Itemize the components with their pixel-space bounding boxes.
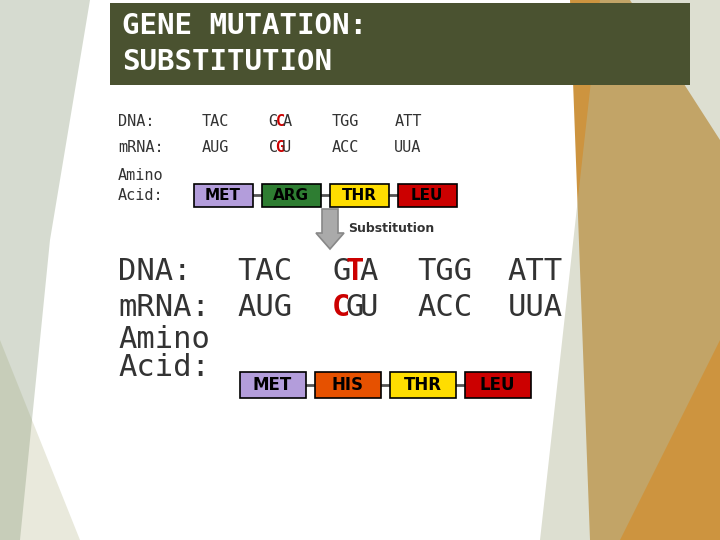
Text: THR: THR — [341, 187, 377, 202]
Polygon shape — [540, 0, 720, 540]
Text: HIS: HIS — [331, 376, 364, 394]
Text: LEU: LEU — [411, 187, 444, 202]
Text: AUG: AUG — [202, 139, 229, 154]
FancyBboxPatch shape — [330, 184, 389, 206]
FancyBboxPatch shape — [240, 372, 305, 398]
Text: ACC: ACC — [418, 294, 472, 322]
Text: MET: MET — [205, 187, 241, 202]
FancyBboxPatch shape — [390, 372, 456, 398]
Text: A: A — [282, 114, 292, 130]
FancyBboxPatch shape — [397, 184, 456, 206]
Text: C: C — [332, 294, 351, 322]
Text: Acid:: Acid: — [118, 187, 163, 202]
Text: G: G — [276, 139, 284, 154]
Text: UUA: UUA — [508, 294, 562, 322]
Text: TGG: TGG — [418, 258, 472, 287]
Text: LEU: LEU — [480, 376, 516, 394]
Polygon shape — [0, 340, 80, 540]
Text: C: C — [276, 114, 284, 130]
Text: THR: THR — [403, 376, 441, 394]
FancyBboxPatch shape — [464, 372, 531, 398]
Text: AUG: AUG — [238, 294, 292, 322]
Text: A: A — [359, 258, 378, 287]
Text: TAC: TAC — [238, 258, 292, 287]
FancyBboxPatch shape — [194, 184, 253, 206]
Polygon shape — [570, 0, 720, 540]
Text: G: G — [346, 294, 364, 322]
Polygon shape — [0, 0, 90, 540]
Text: ARG: ARG — [273, 187, 309, 202]
Text: Acid:: Acid: — [118, 354, 210, 382]
Text: MET: MET — [253, 376, 292, 394]
Text: mRNA:: mRNA: — [118, 139, 163, 154]
FancyBboxPatch shape — [261, 184, 320, 206]
Text: DNA:: DNA: — [118, 114, 155, 130]
Text: Substitution: Substitution — [348, 222, 434, 235]
Text: SUBSTITUTION: SUBSTITUTION — [122, 48, 332, 76]
Text: G: G — [269, 114, 278, 130]
Polygon shape — [316, 209, 344, 249]
FancyBboxPatch shape — [315, 372, 380, 398]
Text: TGG: TGG — [331, 114, 359, 130]
Text: T: T — [346, 258, 364, 287]
Text: ATT: ATT — [508, 258, 562, 287]
Text: ATT: ATT — [395, 114, 422, 130]
FancyBboxPatch shape — [110, 3, 690, 85]
Text: GENE MUTATION:: GENE MUTATION: — [122, 12, 367, 40]
Text: U: U — [282, 139, 292, 154]
Text: Amino: Amino — [118, 167, 163, 183]
Text: DNA:: DNA: — [118, 258, 192, 287]
Text: G: G — [332, 258, 351, 287]
Text: ACC: ACC — [331, 139, 359, 154]
Text: Amino: Amino — [118, 326, 210, 354]
Text: UUA: UUA — [395, 139, 422, 154]
Text: C: C — [269, 139, 278, 154]
Text: U: U — [359, 294, 378, 322]
Text: mRNA:: mRNA: — [118, 294, 210, 322]
Text: TAC: TAC — [202, 114, 229, 130]
